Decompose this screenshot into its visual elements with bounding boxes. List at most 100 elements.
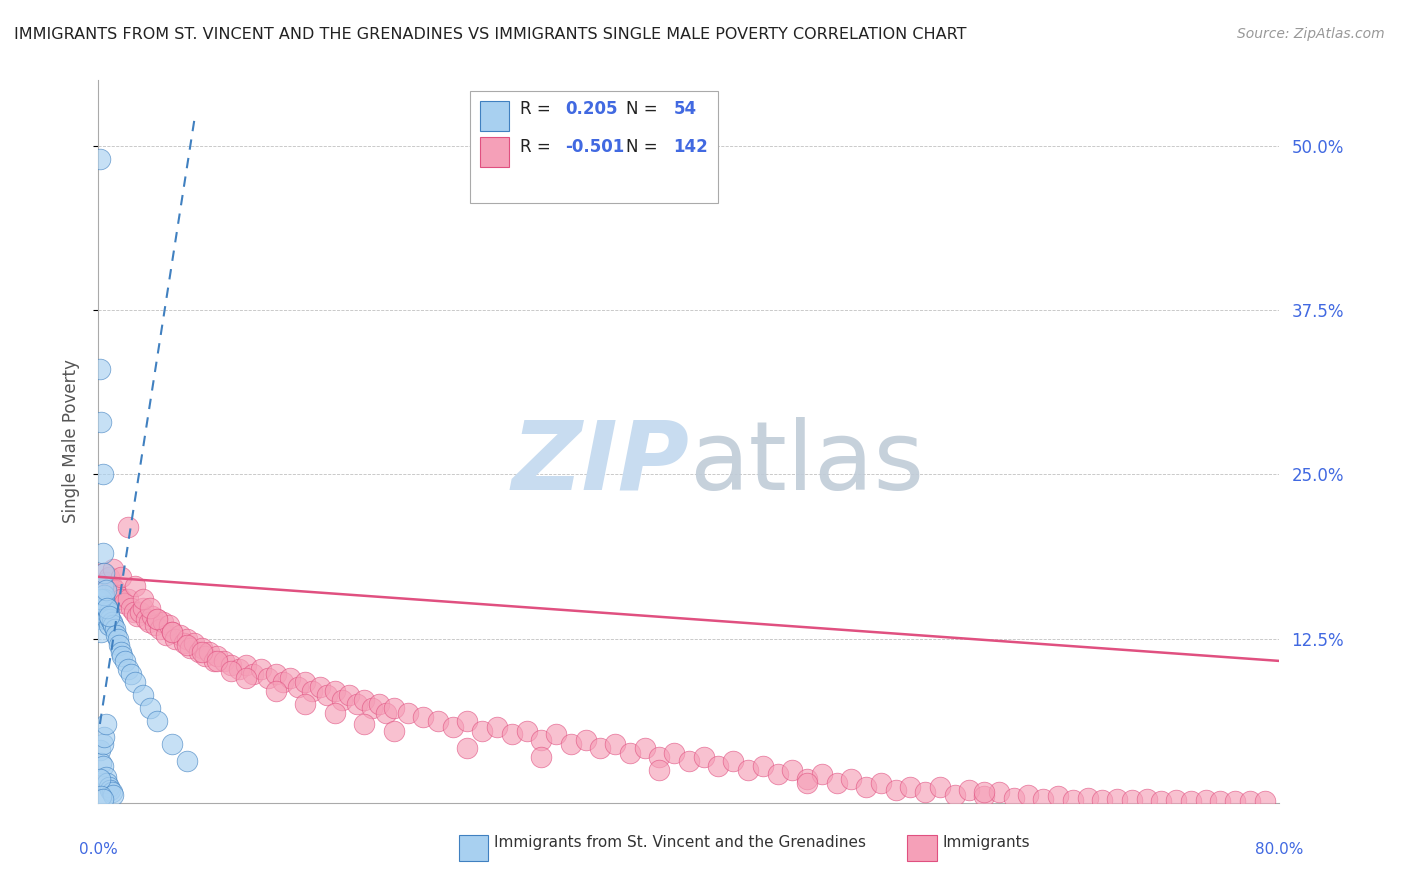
Point [152, 615, 174, 629]
Point [471, 723, 494, 738]
Point [707, 759, 730, 773]
Point [93, 592, 115, 607]
Point [250, 662, 273, 676]
Point [501, 727, 523, 741]
Point [398, 706, 420, 721]
Point [1166, 793, 1188, 807]
Point [870, 776, 893, 790]
Point [93, 730, 115, 744]
Point [257, 671, 280, 685]
Point [162, 625, 183, 640]
FancyBboxPatch shape [471, 91, 718, 203]
Point [94, 599, 117, 613]
Text: 54: 54 [673, 100, 697, 118]
Point [530, 749, 553, 764]
Point [117, 520, 139, 534]
Point [205, 648, 228, 663]
Point [132, 601, 155, 615]
Point [162, 625, 183, 640]
Point [1077, 790, 1099, 805]
Point [110, 592, 132, 607]
Bar [479, 136, 509, 167]
Point [104, 582, 127, 597]
Point [202, 654, 225, 668]
Point [169, 627, 191, 641]
Point [155, 627, 177, 641]
Point [111, 648, 134, 663]
Text: 142: 142 [673, 138, 709, 156]
Point [339, 688, 361, 702]
Point [91, 579, 114, 593]
Point [929, 780, 952, 794]
Point [368, 698, 391, 712]
Point [346, 698, 368, 712]
Point [1046, 789, 1070, 804]
Point [146, 612, 169, 626]
Point [1225, 795, 1247, 809]
Point [94, 717, 117, 731]
Point [1180, 795, 1202, 809]
Point [149, 623, 172, 637]
Point [264, 684, 287, 698]
Point [353, 693, 375, 707]
Point [112, 596, 135, 610]
Point [530, 732, 553, 747]
Point [100, 615, 122, 629]
Bar [907, 835, 936, 861]
Point [179, 640, 201, 655]
Point [117, 662, 139, 676]
Point [221, 665, 243, 679]
Point [103, 618, 125, 632]
Point [124, 675, 146, 690]
Point [560, 737, 582, 751]
Point [96, 776, 118, 790]
Point [457, 740, 479, 755]
Point [693, 749, 716, 764]
Point [723, 754, 745, 768]
Point [228, 662, 250, 676]
Point [323, 684, 346, 698]
Point [91, 566, 114, 580]
Point [107, 632, 129, 646]
Point [100, 579, 122, 593]
Point [973, 789, 995, 804]
Point [841, 772, 863, 786]
Point [98, 782, 121, 797]
Point [412, 710, 434, 724]
Point [1150, 795, 1173, 809]
Point [128, 605, 150, 619]
Point [89, 772, 111, 786]
Point [353, 717, 375, 731]
Point [91, 467, 114, 482]
Point [634, 740, 657, 755]
Point [91, 546, 114, 560]
Text: 0.205: 0.205 [565, 100, 617, 118]
Point [737, 763, 759, 777]
Text: N =: N = [626, 138, 658, 156]
Point [157, 618, 180, 632]
Point [796, 776, 818, 790]
Text: -0.501: -0.501 [565, 138, 624, 156]
Bar [479, 101, 509, 131]
Point [271, 675, 294, 690]
Point [132, 592, 155, 607]
Point [100, 785, 122, 799]
Text: Source: ZipAtlas.com: Source: ZipAtlas.com [1237, 27, 1385, 41]
Point [1018, 788, 1040, 802]
Point [103, 562, 125, 576]
Point [280, 671, 302, 685]
Point [139, 701, 162, 715]
Point [97, 570, 120, 584]
Point [294, 675, 316, 690]
Point [198, 645, 221, 659]
Point [427, 714, 450, 729]
Point [619, 746, 641, 760]
Point [810, 767, 832, 781]
Point [110, 570, 132, 584]
Point [103, 788, 125, 802]
Point [96, 612, 118, 626]
Point [97, 605, 120, 619]
Text: 0.0%: 0.0% [79, 842, 118, 856]
Point [1062, 793, 1084, 807]
Point [884, 782, 907, 797]
